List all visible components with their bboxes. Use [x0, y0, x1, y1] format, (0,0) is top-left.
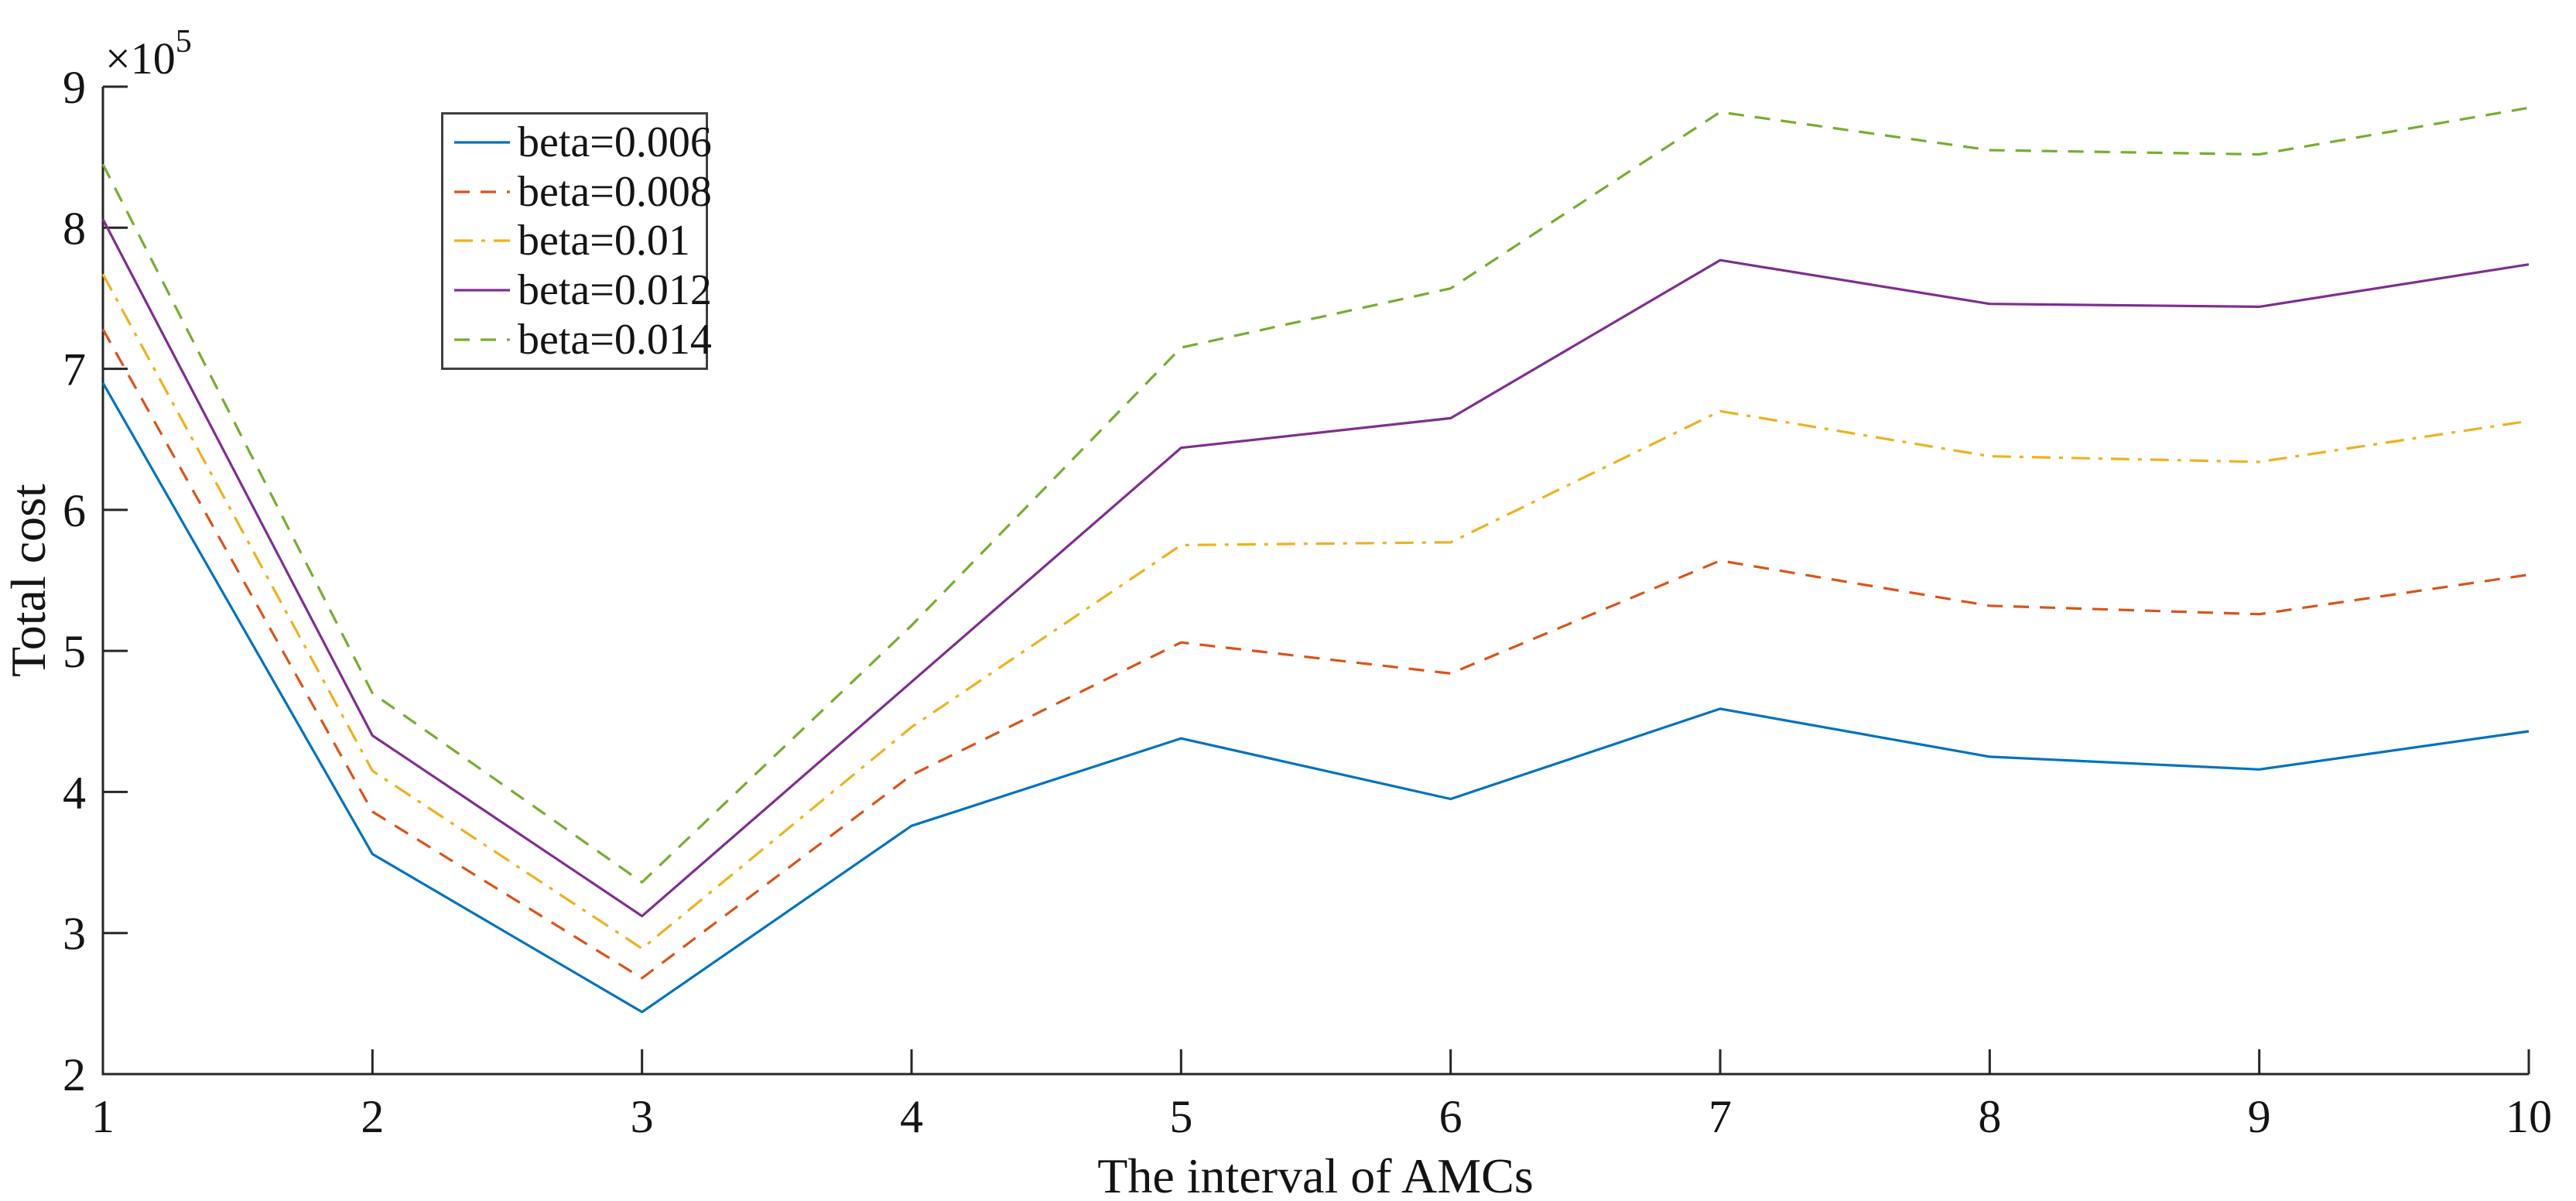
- y-tick-label: 2: [63, 1049, 86, 1100]
- y-axis-title: Total cost: [1, 484, 56, 677]
- y-axis-multiplier: ×105: [105, 24, 192, 84]
- legend-item-label: beta=0.006: [518, 118, 712, 166]
- y-tick-label: 9: [63, 62, 86, 113]
- legend-item: beta=0.006: [454, 121, 712, 164]
- x-tick-label: 8: [1978, 1091, 2001, 1142]
- x-tick-label: 6: [1439, 1091, 1462, 1142]
- series-line-beta-0.012: [101, 218, 2530, 918]
- y-tick-label: 3: [63, 908, 86, 960]
- x-tick-label: 4: [900, 1091, 923, 1142]
- x-tick-label: 5: [1169, 1091, 1192, 1142]
- series-line-beta-0.014: [101, 106, 2530, 884]
- y-multiplier-exponent: 5: [176, 24, 192, 60]
- legend-item: beta=0.008: [454, 170, 712, 214]
- series-line-beta-0.006: [101, 382, 2530, 1014]
- legend-line-sample: [454, 141, 510, 144]
- legend-item: beta=0.014: [454, 318, 712, 361]
- x-axis-title: The interval of AMCs: [1097, 1148, 1533, 1201]
- y-tick-label: 5: [63, 626, 86, 677]
- x-tick-label: 2: [361, 1091, 384, 1142]
- axis-lines-and-ticks: [101, 85, 2530, 1076]
- x-tick-label: 3: [631, 1091, 654, 1142]
- x-tick-label: 1: [91, 1091, 115, 1142]
- legend-item: beta=0.01: [454, 219, 706, 262]
- y-tick-label: 4: [63, 767, 86, 818]
- legend-item-label: beta=0.01: [518, 217, 690, 265]
- legend-line-sample: [454, 289, 510, 292]
- legend-item-label: beta=0.008: [518, 167, 712, 216]
- legend-item-label: beta=0.012: [518, 266, 712, 315]
- series-line-beta-0.01: [101, 273, 2530, 950]
- legend-item-label: beta=0.014: [518, 316, 712, 364]
- legend-line-sample: [454, 190, 510, 193]
- x-tick-label: 9: [2248, 1091, 2271, 1142]
- y-multiplier-base: ×10: [105, 33, 176, 84]
- x-tick-label: 10: [2506, 1091, 2552, 1142]
- legend-line-sample: [454, 239, 510, 243]
- series-layer: [101, 106, 2530, 1014]
- y-tick-label: 6: [63, 485, 86, 536]
- legend-line-sample: [454, 338, 510, 341]
- legend-item: beta=0.012: [454, 269, 712, 312]
- legend: beta=0.006 beta=0.008 beta=0.01 beta=0.012 b…: [441, 112, 712, 370]
- x-tick-label: 7: [1709, 1091, 1732, 1142]
- series-line-beta-0.008: [101, 328, 2530, 980]
- y-tick-label: 7: [63, 344, 86, 395]
- y-tick-label: 8: [63, 203, 86, 254]
